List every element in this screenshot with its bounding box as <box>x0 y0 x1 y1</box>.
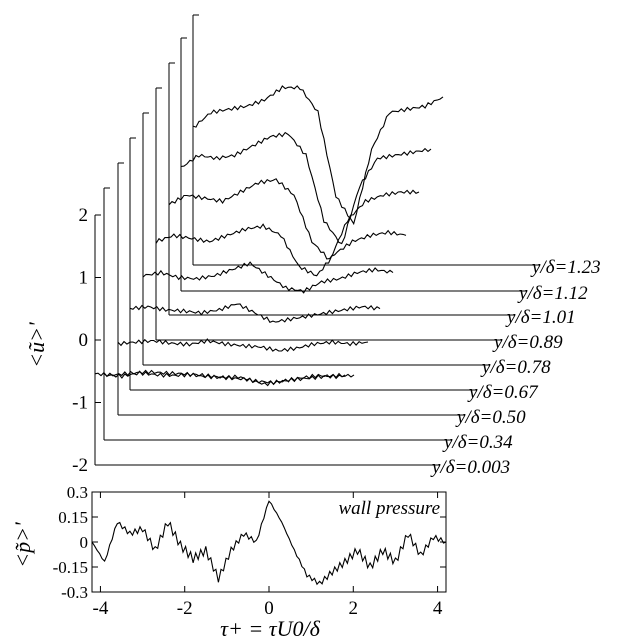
waterfall-panel: y/δ=1.23 y/δ=1.12 y/δ=1.01 y/δ=0.89 y/δ=0.78… <box>24 14 601 478</box>
series-line <box>155 223 407 277</box>
x-tick-label: -2 <box>177 598 193 619</box>
x-tick-label: 0 <box>264 598 274 619</box>
series-label: y/δ=1.23 <box>530 257 601 278</box>
upper-y-axis-label: <ũ>' <box>24 322 49 368</box>
y-tick-label: 0 <box>80 533 89 552</box>
series-line <box>117 338 369 353</box>
x-tick-label: 2 <box>349 598 359 619</box>
series-line <box>94 369 346 386</box>
y-tick-label: 1 <box>79 268 89 289</box>
series-label: y/δ=0.34 <box>442 432 513 453</box>
wall-pressure-panel: -4 -2 0 2 4 0.3 0.15 0 -0.15 -0.3 wall pressure <p̃… <box>10 483 447 640</box>
x-tick-label: 4 <box>433 598 443 619</box>
series-line <box>168 178 420 260</box>
series-line <box>129 303 381 323</box>
lower-y-axis-label: <p̃>' <box>10 522 35 568</box>
series-line <box>192 85 444 226</box>
series-label: y/δ=1.01 <box>505 307 576 328</box>
y-tick-label: -2 <box>72 455 88 476</box>
y-tick-label: 0 <box>79 330 89 351</box>
wall-pressure-annotation: wall pressure <box>338 498 440 519</box>
series-label: y/δ=0.50 <box>455 407 526 428</box>
x-axis-label: τ+ = τU0/δ <box>220 616 320 640</box>
y-tick-label: 0.3 <box>67 483 88 502</box>
series-line <box>142 261 394 294</box>
x-tick-label: -4 <box>93 598 109 619</box>
series-label: y/δ=0.003 <box>430 457 510 478</box>
series-label: y/δ=0.78 <box>480 357 551 378</box>
y-tick-label: -0.15 <box>53 558 88 577</box>
y-tick-label: -0.3 <box>61 583 88 602</box>
series-label: y/δ=0.67 <box>467 382 539 403</box>
y-tick-label: -1 <box>72 393 88 414</box>
y-tick-label: 2 <box>79 205 89 226</box>
series-label: y/δ=0.89 <box>492 332 563 353</box>
y-tick-label: 0.15 <box>58 508 88 527</box>
series-line <box>180 131 432 245</box>
series-line-wall-pressure <box>91 500 447 586</box>
series-label: y/δ=1.12 <box>517 283 588 304</box>
